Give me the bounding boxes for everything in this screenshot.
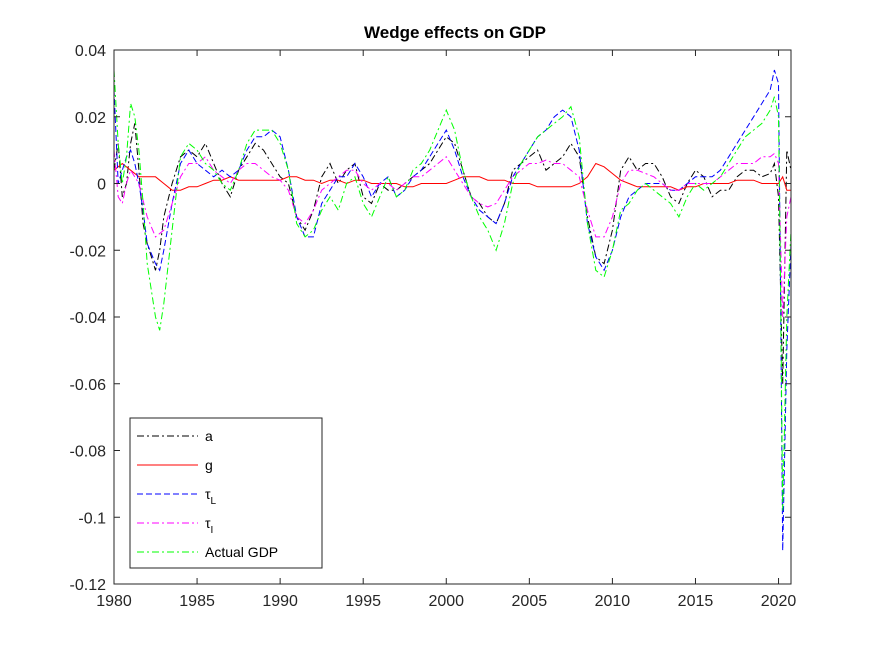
- legend-label-base: a: [205, 428, 213, 444]
- legend-label-base: τ: [205, 515, 211, 531]
- chart-title: Wedge effects on GDP: [364, 23, 546, 42]
- legend-label-base: g: [205, 457, 213, 473]
- y-tick-label: 0.02: [75, 110, 106, 127]
- y-tick-label: -0.04: [70, 310, 107, 327]
- x-tick-label: 1980: [96, 593, 132, 610]
- x-tick-label: 1985: [179, 593, 215, 610]
- x-tick-label: 2005: [512, 593, 548, 610]
- legend-label-2: τL: [205, 486, 217, 507]
- legend-label-base: τ: [205, 486, 211, 502]
- series-line-3: [113, 150, 792, 318]
- x-tick-label: 2015: [678, 593, 714, 610]
- x-tick-label: 2020: [761, 593, 797, 610]
- y-tick-label: -0.1: [78, 510, 106, 527]
- y-tick-label: 0.04: [75, 43, 106, 60]
- series-line-1: [113, 162, 791, 191]
- legend-label-base: Actual GDP: [205, 544, 278, 560]
- x-tick-label: 1995: [345, 593, 381, 610]
- series-line-2: [113, 69, 792, 551]
- y-tick-label: -0.02: [70, 243, 107, 260]
- y-tick-label: -0.08: [70, 444, 107, 461]
- series-line-4: [113, 69, 792, 511]
- legend-label-0: a: [205, 428, 213, 444]
- legend-label-subscript: I: [211, 525, 214, 536]
- x-tick-label: 2000: [428, 593, 464, 610]
- legend-label-subscript: L: [211, 496, 217, 507]
- y-tick-label: -0.06: [70, 377, 107, 394]
- legend-label-3: τI: [205, 515, 213, 536]
- legend-box: [129, 417, 323, 569]
- legend-label-1: g: [205, 457, 213, 473]
- x-tick-label: 2010: [595, 593, 631, 610]
- y-tick-label: -0.12: [70, 577, 107, 594]
- x-tick-label: 1990: [262, 593, 298, 610]
- y-tick-label: 0: [97, 177, 106, 194]
- series-layer: [113, 69, 792, 551]
- axes-layer: 1980 1985 1990 1995 2000 2005 2010 2015 2020 0.04…: [70, 43, 797, 610]
- legend-label-4: Actual GDP: [205, 544, 278, 560]
